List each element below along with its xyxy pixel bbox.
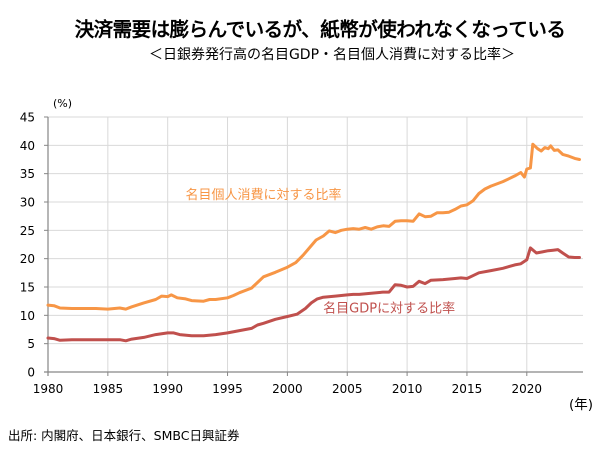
chart-subtitle: ＜日銀券発行高の名目GDP・名目個人消費に対する比率＞	[148, 47, 516, 63]
source-note: 出所: 内閣府、日本銀行、SMBC日興証券	[8, 428, 240, 443]
y-tick-label: 40	[20, 139, 35, 153]
x-tick-label: 2010	[392, 382, 423, 396]
axis-labels: 0 5 10 15 20 25 30 35 40 45 1980 1985 1990 1995 2000 20…	[20, 97, 593, 413]
x-tick-label: 2000	[272, 382, 303, 396]
x-tick-label: 1985	[93, 382, 124, 396]
y-axis-unit-label: (%)	[53, 97, 72, 110]
series-lines	[46, 142, 581, 343]
y-tick-label: 30	[20, 195, 35, 209]
y-tick-label: 20	[20, 252, 35, 266]
y-tick-label: 5	[27, 337, 35, 351]
x-tick-label: 2020	[512, 382, 543, 396]
series-label-consumption: 名目個人消費に対する比率	[185, 187, 341, 203]
series-line-consumption	[46, 142, 581, 311]
series-line-gdp	[46, 246, 581, 343]
gridlines	[48, 116, 583, 372]
chart-title: 決済需要は膨らんでいるが、紙幣が使われなくなっている	[74, 18, 566, 41]
x-tick-label: 2015	[452, 382, 483, 396]
y-tick-label: 45	[20, 110, 35, 124]
series-label-gdp: 名目GDPに対する比率	[323, 300, 455, 316]
x-tick-label: 1980	[33, 382, 64, 396]
y-tick-label: 0	[27, 366, 35, 380]
x-tick-label: 1990	[152, 382, 183, 396]
x-axis-unit-label: (年)	[569, 397, 593, 413]
y-tick-label: 25	[20, 224, 35, 238]
x-tick-label: 2005	[332, 382, 363, 396]
x-tick-label: 1995	[212, 382, 243, 396]
y-tick-label: 10	[20, 309, 35, 323]
y-tick-label: 15	[20, 280, 35, 294]
axes	[44, 116, 583, 376]
y-tick-label: 35	[20, 167, 35, 181]
